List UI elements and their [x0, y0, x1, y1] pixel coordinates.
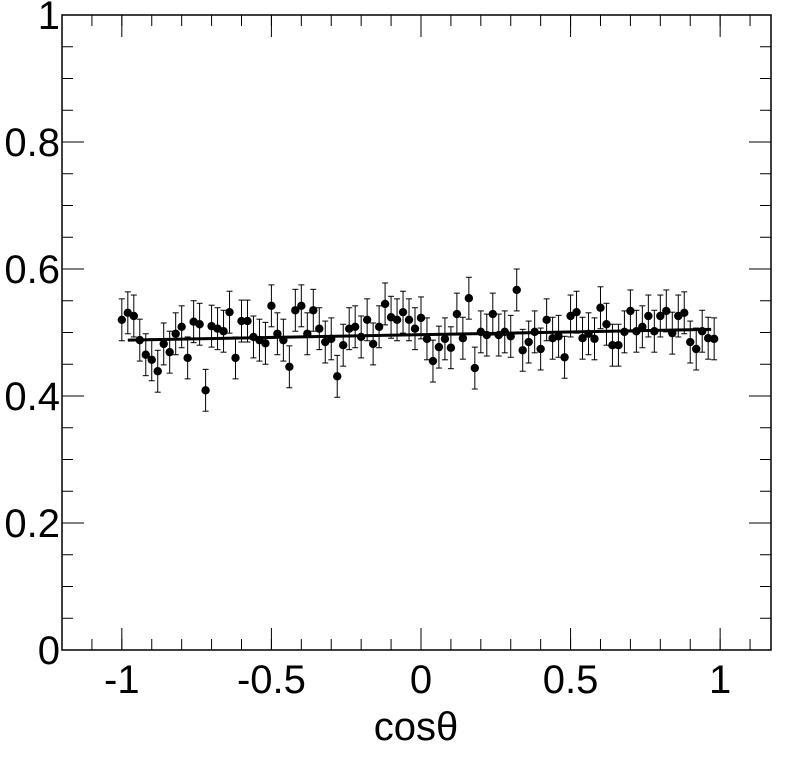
data-point [267, 301, 276, 311]
data-point [159, 339, 168, 349]
data-point [512, 285, 521, 295]
y-tick-label: 0.8 [4, 121, 60, 165]
data-point [165, 347, 174, 357]
data-point [147, 355, 156, 365]
x-tick-label: 0 [410, 658, 432, 702]
data-point [416, 313, 426, 323]
data-point [596, 303, 605, 312]
data-point [398, 307, 408, 317]
data-point [380, 299, 390, 309]
data-point [243, 316, 252, 326]
data-point [117, 315, 127, 324]
data-point [339, 341, 348, 350]
data-point [261, 339, 270, 348]
data-point [524, 337, 533, 347]
data-point [542, 315, 551, 324]
data-point [446, 343, 456, 352]
data-point [692, 344, 701, 354]
data-point [578, 334, 587, 343]
data-point [536, 344, 545, 354]
data-point [404, 315, 414, 324]
data-point [195, 320, 204, 329]
data-point [410, 324, 420, 333]
data-point [201, 386, 210, 395]
data-point [153, 367, 162, 376]
data-point [177, 322, 186, 331]
data-point [554, 332, 563, 341]
data-point [141, 350, 150, 359]
data-point [614, 341, 623, 350]
data-point [458, 334, 468, 343]
x-tick-label: 1 [709, 658, 731, 702]
data-point [452, 309, 462, 319]
data-point [350, 322, 360, 331]
data-point [626, 306, 635, 316]
data-point [428, 356, 438, 366]
data-point [309, 306, 318, 315]
y-tick-label: 0.4 [4, 375, 60, 419]
data-point [183, 353, 192, 363]
data-point [440, 334, 450, 344]
data-point [656, 311, 665, 321]
data-point [709, 334, 719, 344]
y-tick-label: 1 [38, 0, 60, 38]
data-point [231, 353, 240, 363]
fit-line [127, 327, 712, 342]
data-point [392, 315, 402, 324]
x-tick-label: -0.5 [237, 658, 306, 702]
data-point [566, 311, 575, 321]
data-point [434, 342, 444, 352]
data-point [422, 334, 432, 344]
data-point [488, 309, 497, 319]
data-point [464, 294, 474, 303]
data-point [590, 334, 599, 344]
data-point [662, 306, 671, 316]
data-point [225, 307, 234, 317]
data-point [129, 311, 138, 321]
data-point [644, 311, 653, 321]
y-tick-label: 0.2 [4, 502, 60, 546]
data-point [315, 324, 324, 333]
data-point [368, 339, 378, 349]
data-point [237, 316, 246, 326]
data-point [470, 363, 480, 373]
data-point [686, 337, 695, 347]
data-point [291, 306, 300, 315]
data-point [171, 329, 180, 338]
data-point [219, 327, 228, 336]
data-point [374, 322, 384, 331]
data-point [602, 320, 611, 329]
data-point [518, 346, 527, 355]
x-tick-label: -1 [104, 658, 140, 702]
data-point [638, 322, 647, 331]
data-point [362, 315, 372, 324]
x-axis-label: cosθ [374, 705, 459, 749]
y-tick-label: 0.6 [4, 248, 60, 292]
data-point [680, 308, 689, 318]
data-point [285, 362, 294, 371]
y-tick-label: 0 [38, 629, 60, 673]
data-point [333, 372, 342, 381]
data-point [608, 341, 617, 350]
data-point [297, 301, 306, 311]
data-point [572, 307, 581, 317]
data-point [560, 353, 569, 362]
x-tick-label: 0.5 [543, 658, 599, 702]
